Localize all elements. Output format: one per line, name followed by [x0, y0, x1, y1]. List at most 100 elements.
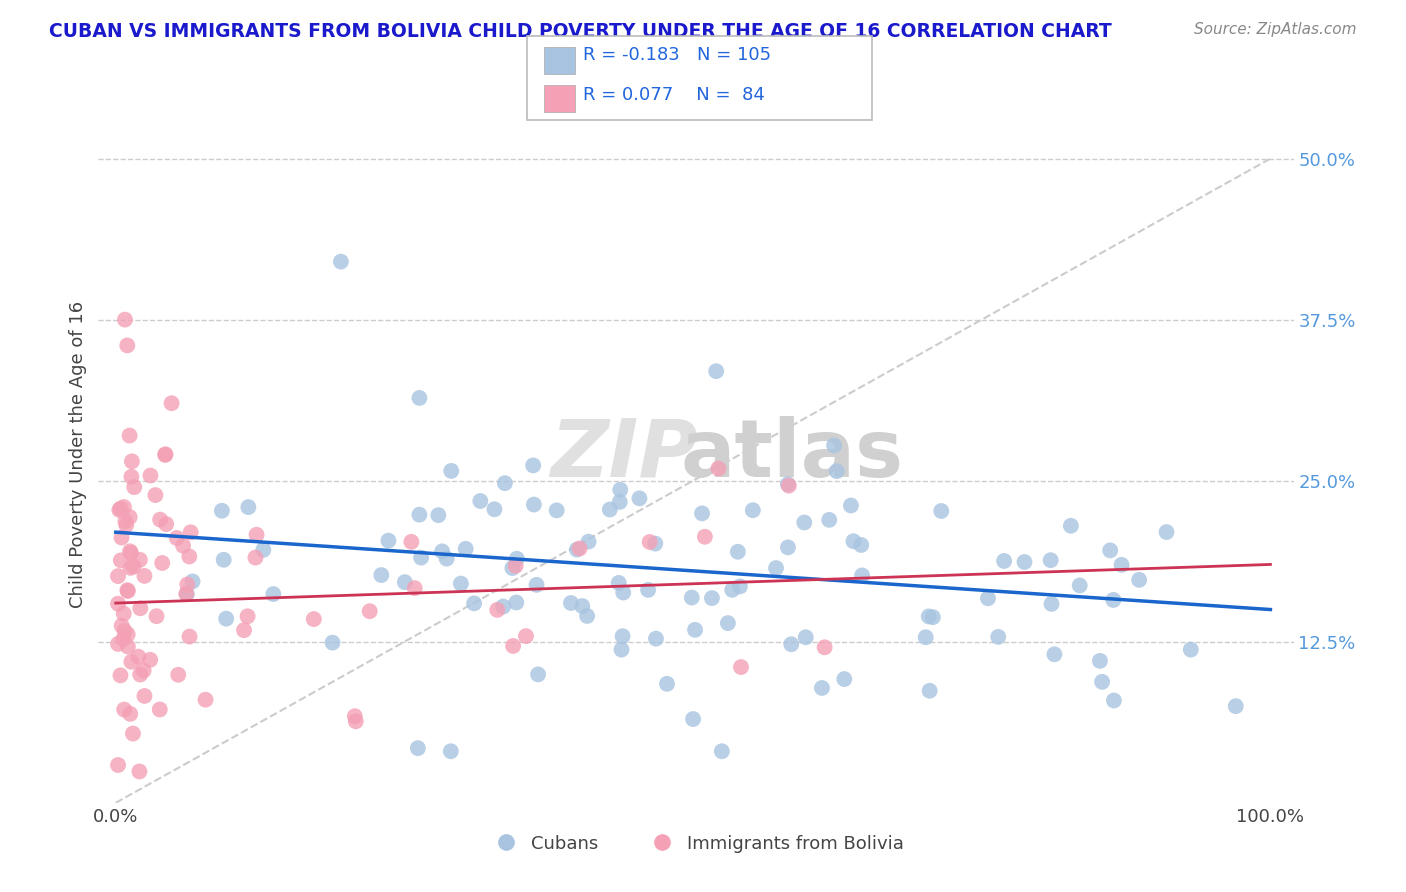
Point: [122, 726, 145, 740]
Point: [427, 508, 450, 523]
Text: ZIP: ZIP: [551, 416, 697, 494]
Point: [118, 428, 141, 442]
Point: [139, 653, 162, 667]
Point: [576, 609, 599, 624]
Point: [727, 545, 749, 559]
Point: [637, 582, 659, 597]
Point: [117, 640, 139, 654]
Point: [172, 539, 194, 553]
Point: [370, 568, 392, 582]
Point: [118, 510, 141, 524]
Point: [127, 649, 149, 664]
Point: [609, 483, 631, 497]
Point: [728, 579, 751, 593]
Point: [834, 672, 856, 686]
Point: [394, 575, 416, 590]
Point: [233, 623, 256, 637]
Point: [811, 681, 834, 695]
Point: [134, 569, 156, 583]
Point: [645, 632, 668, 646]
Point: [839, 499, 862, 513]
Point: [245, 528, 267, 542]
Point: [700, 591, 723, 606]
Point: [115, 518, 138, 533]
Point: [681, 591, 703, 605]
Point: [211, 504, 233, 518]
Point: [114, 312, 136, 326]
Point: [993, 554, 1015, 568]
Point: [470, 494, 492, 508]
Point: [120, 561, 142, 575]
Point: [145, 488, 167, 502]
Point: [252, 542, 274, 557]
Point: [134, 689, 156, 703]
Point: [1014, 555, 1036, 569]
Point: [546, 503, 568, 517]
Point: [181, 574, 204, 589]
Point: [1039, 553, 1062, 567]
Point: [1225, 699, 1247, 714]
Point: [568, 541, 591, 556]
Point: [1069, 578, 1091, 592]
Point: [118, 544, 141, 558]
Point: [814, 640, 837, 655]
Point: [494, 476, 516, 491]
Point: [179, 630, 201, 644]
Point: [683, 623, 706, 637]
Point: [710, 744, 733, 758]
Point: [721, 582, 744, 597]
Point: [922, 610, 945, 624]
Point: [610, 642, 633, 657]
Point: [167, 667, 190, 681]
Point: [110, 531, 132, 545]
Point: [523, 498, 546, 512]
Point: [108, 503, 131, 517]
Point: [149, 513, 172, 527]
Point: [117, 627, 139, 641]
Point: [440, 744, 463, 758]
Point: [842, 534, 865, 549]
Point: [408, 508, 430, 522]
Point: [492, 599, 515, 614]
Point: [505, 558, 527, 573]
Point: [501, 561, 523, 575]
Point: [153, 448, 176, 462]
Point: [607, 575, 630, 590]
Point: [794, 630, 817, 644]
Point: [174, 587, 197, 601]
Point: [262, 587, 284, 601]
Point: [730, 660, 752, 674]
Text: R = 0.077    N =  84: R = 0.077 N = 84: [583, 87, 765, 104]
Point: [150, 556, 173, 570]
Point: [522, 458, 544, 473]
Point: [1156, 524, 1178, 539]
Point: [120, 469, 142, 483]
Point: [406, 741, 429, 756]
Point: [117, 584, 139, 599]
Point: [707, 461, 730, 475]
Point: [245, 550, 267, 565]
Point: [1091, 674, 1114, 689]
Point: [1102, 593, 1125, 607]
Point: [344, 714, 367, 729]
Point: [321, 635, 343, 649]
Point: [1043, 648, 1066, 662]
Point: [377, 533, 399, 548]
Point: [1099, 543, 1122, 558]
Point: [506, 551, 529, 566]
Text: Source: ZipAtlas.com: Source: ZipAtlas.com: [1194, 22, 1357, 37]
Point: [655, 677, 678, 691]
Point: [560, 596, 582, 610]
Point: [408, 391, 430, 405]
Point: [149, 702, 172, 716]
Point: [122, 480, 145, 494]
Point: [609, 495, 631, 509]
Point: [107, 569, 129, 583]
Point: [505, 595, 527, 609]
Point: [741, 503, 763, 517]
Point: [527, 667, 550, 681]
Point: [359, 604, 381, 618]
Point: [112, 607, 135, 621]
Point: [117, 583, 139, 598]
Point: [114, 624, 136, 638]
